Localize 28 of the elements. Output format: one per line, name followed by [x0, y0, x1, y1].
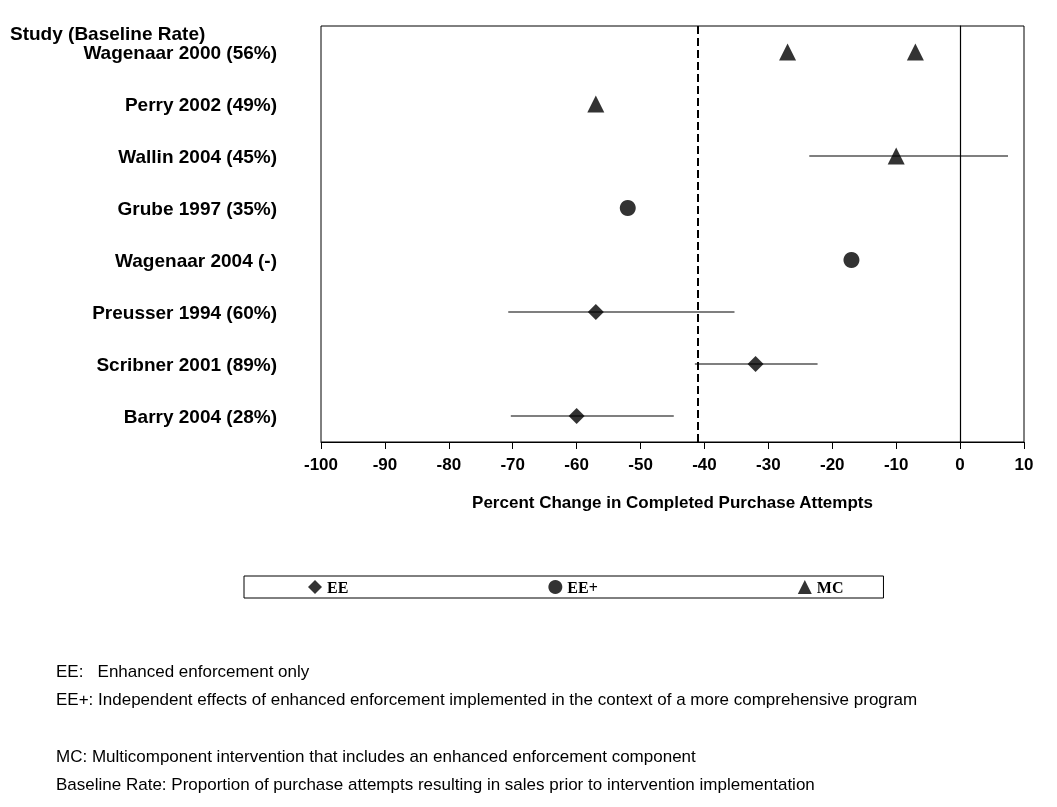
y-tick-label: Wagenaar 2004 (-) [115, 249, 277, 271]
y-axis-title: Study (Baseline Rate) [10, 23, 206, 44]
x-tick-label: -30 [756, 455, 781, 474]
x-axis-title: Percent Change in Completed Purchase Attempts [472, 493, 873, 512]
y-tick-label: Wallin 2004 (45%) [118, 145, 277, 167]
x-tick-label: -20 [819, 455, 845, 474]
y-tick-label: Scribner 2001 (89%) [96, 353, 277, 375]
legend-label: EE+ [567, 578, 598, 596]
y-tick-label: Perry 2002 (49%) [124, 93, 277, 115]
x-tick-label: 10 [1014, 455, 1034, 474]
text: Baseline Rate: Proportion of purchase attempts resulting in sales prior to intervention implementation [56, 774, 815, 794]
legend-label: EE [327, 578, 349, 596]
x-tick-label: -70 [500, 455, 526, 474]
x-tick-label: -100 [303, 455, 339, 474]
legend-label: MC [816, 578, 844, 596]
text: EE+: Independent effects of enhanced enforcement implemented in the context of a more comprehensive program [56, 689, 918, 709]
x-tick-label: -40 [692, 455, 717, 474]
x-tick-label: -60 [564, 455, 589, 474]
x-tick-label: -50 [628, 455, 653, 474]
x-tick-label: -90 [372, 455, 398, 474]
x-tick-label: 0 [955, 455, 965, 474]
text: MC: Multicomponent intervention that includes an enhanced enforcement component [56, 746, 697, 766]
y-tick-label: Barry 2004 (28%) [123, 405, 277, 427]
text: EE: Enhanced enforcement only [56, 661, 310, 681]
x-tick-label: -10 [883, 455, 909, 474]
x-tick-label: -80 [436, 455, 462, 474]
y-tick-label: Preusser 1994 (60%) [92, 301, 277, 323]
y-tick-label: Grube 1997 (35%) [117, 197, 277, 219]
